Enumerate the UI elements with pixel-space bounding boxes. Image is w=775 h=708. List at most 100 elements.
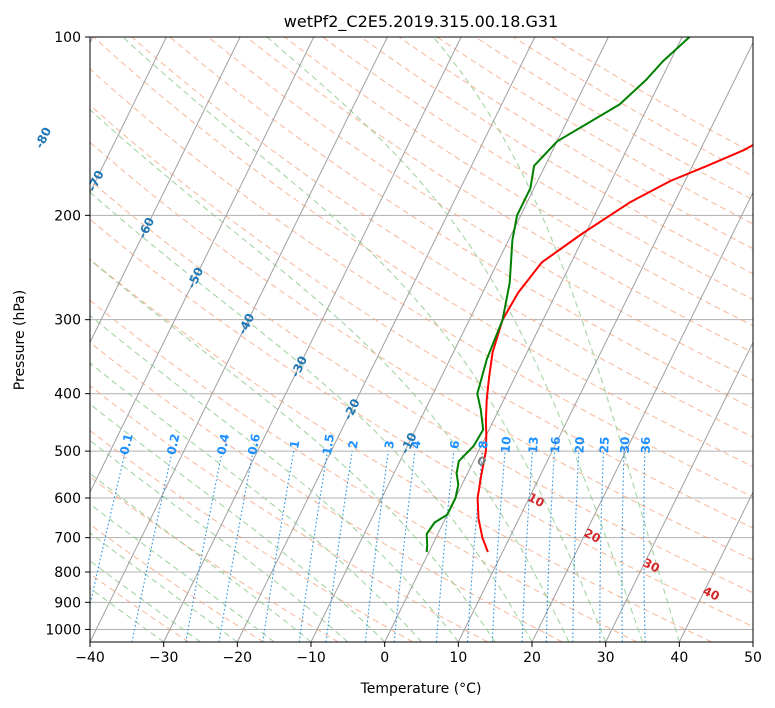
- isotherm-line: [90, 37, 167, 194]
- dry-adiabat-line: [131, 37, 753, 438]
- dry-adiabat-label: 40: [701, 584, 722, 604]
- dry-adiabat-label: 20: [582, 526, 603, 546]
- dry-adiabat-line: [90, 523, 264, 642]
- y-tick-label: 700: [54, 531, 81, 547]
- y-axis: 100 200 300 400 500 600 700 800 900 1000: [45, 30, 90, 638]
- isotherm-line: [678, 491, 753, 642]
- dry-adiabat-line: [93, 37, 753, 468]
- moist-adiabat-line: [90, 472, 312, 642]
- mixing-ratio-line: [521, 451, 533, 642]
- x-axis: −40 −30 −20 −10 0 10 20 30 40 50: [75, 642, 762, 666]
- x-tick-label: 50: [744, 650, 762, 666]
- dry-adiabat-line: [90, 258, 712, 642]
- x-tick-label: 40: [670, 650, 688, 666]
- moist-adiabat-line: [90, 362, 422, 642]
- y-tick-label: 800: [54, 565, 81, 581]
- mixing-ratio-label: 4: [409, 440, 424, 450]
- isotherm-line: [236, 37, 536, 642]
- moist-adiabat-line: [90, 503, 275, 642]
- mixing-ratio-label: 16: [548, 436, 563, 454]
- y-tick-label: 300: [54, 313, 81, 329]
- mixing-ratio-line: [491, 451, 506, 642]
- dry-adiabat-line: [246, 37, 753, 354]
- mixing-ratio-line: [621, 451, 625, 642]
- mixing-ratio-label: 0.1: [117, 432, 136, 456]
- y-tick-label: 900: [54, 595, 81, 611]
- isotherm-line: [457, 41, 753, 642]
- x-tick-label: −30: [149, 650, 179, 666]
- mixing-ratio-label: 8: [476, 440, 491, 450]
- y-tick-label: 100: [54, 30, 81, 46]
- y-tick-label: 500: [54, 444, 81, 460]
- isotherm-line: [605, 341, 753, 642]
- mixing-ratio-label: 25: [597, 436, 612, 453]
- moist-adiabat-line: [122, 37, 607, 642]
- chart-title: wetPf2_C2E5.2019.315.00.18.G31: [284, 12, 558, 32]
- dry-adiabat-line: [207, 37, 753, 381]
- chart-grid: [90, 37, 753, 642]
- dry-adiabat-line: [90, 429, 414, 642]
- mixing-ratio-label: 30: [618, 436, 633, 453]
- mixing-ratio-label: 0.4: [214, 433, 232, 457]
- mixing-ratio-label: 10: [498, 436, 513, 454]
- x-tick-label: 20: [523, 650, 541, 666]
- mixing-ratio-label: 1: [287, 439, 302, 450]
- dry-adiabat-line: [90, 141, 753, 561]
- isotherm-line: [163, 37, 462, 642]
- moist-adiabat-line: [90, 314, 459, 642]
- mixing-ratio-line: [185, 450, 223, 642]
- mixing-ratio-line: [643, 451, 646, 642]
- moist-adiabat-line: [90, 587, 165, 642]
- isotherm-line: [90, 37, 388, 642]
- mixing-ratio-label: 3: [382, 439, 397, 449]
- mixing-ratio-line: [572, 451, 580, 642]
- mixing-ratio-label: 13: [526, 436, 541, 454]
- dry-adiabat-line: [169, 37, 753, 409]
- x-tick-label: 0: [380, 650, 389, 666]
- moist-adiabat-line: [432, 37, 680, 642]
- mixing-ratio-label: 6: [447, 440, 462, 450]
- isotherm-line: [90, 37, 315, 494]
- x-tick-label: −40: [75, 650, 105, 666]
- isotherm-line: [384, 37, 683, 642]
- moist-adiabat-line: [90, 403, 386, 642]
- mixing-ratio-line: [599, 451, 605, 642]
- mixing-ratio-label: 2: [346, 439, 361, 449]
- x-tick-label: −20: [223, 650, 253, 666]
- dewpoint-profile-line: [425, 37, 691, 553]
- dry-adiabat-label: 30: [641, 556, 662, 576]
- mixing-ratio-label: 36: [639, 437, 653, 454]
- dry-adiabat-line: [90, 299, 638, 642]
- y-tick-label: 1000: [45, 622, 81, 638]
- mixing-ratio-line: [131, 450, 173, 642]
- plot-frame: [89, 36, 754, 643]
- moist-adiabat-line: [90, 560, 201, 642]
- chart-series: [425, 37, 753, 553]
- x-tick-label: −10: [296, 650, 326, 666]
- mixing-ratio-label: 0.2: [164, 432, 182, 456]
- isotherm-line: [531, 191, 753, 642]
- temperature-profile-line: [476, 143, 753, 553]
- dry-adiabat-line: [90, 104, 753, 529]
- isotherm-line: [90, 37, 241, 344]
- moist-adiabat-line: [90, 439, 349, 642]
- y-tick-label: 600: [54, 491, 81, 507]
- moist-adiabat-line: [90, 532, 238, 642]
- x-tick-label: 30: [597, 650, 615, 666]
- mixing-ratio-line: [90, 450, 126, 608]
- x-tick-label: 10: [449, 650, 467, 666]
- dry-adiabat-line: [90, 385, 488, 642]
- isotherm-line: [310, 37, 609, 642]
- y-axis-label: Pressure (hPa): [12, 290, 28, 390]
- mixing-ratio-label: 1.5: [320, 433, 337, 456]
- y-tick-label: 200: [54, 208, 81, 224]
- x-axis-label: Temperature (°C): [360, 681, 482, 697]
- y-tick-label: 400: [54, 387, 81, 403]
- mixing-ratio-label: 0.6: [245, 433, 263, 457]
- moist-adiabat-line: [90, 258, 496, 642]
- moist-adiabat-line: [266, 37, 644, 642]
- mixing-ratio-line: [545, 451, 556, 642]
- mixing-ratio-label: 20: [572, 436, 587, 453]
